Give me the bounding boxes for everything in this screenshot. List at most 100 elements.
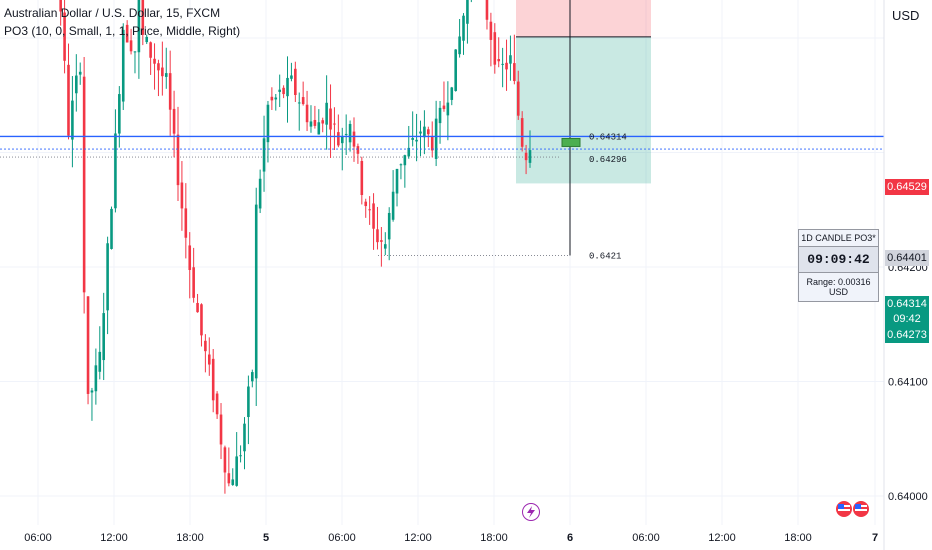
candle-up	[239, 455, 242, 457]
time-tick: 12:00	[404, 532, 432, 544]
candle-down	[305, 104, 309, 123]
candle-up	[434, 118, 438, 159]
candle-down	[204, 340, 207, 352]
time-scale-ticks[interactable]: 06:00 12:00 18:00 5 06:00 12:00 18:00 6 06:00 12:…	[24, 532, 878, 544]
candle-up	[75, 75, 78, 94]
candle-down	[270, 96, 274, 101]
candle-up	[243, 423, 246, 452]
time-tick: 7	[872, 532, 878, 544]
chart-legend: Australian Dollar / U.S. Dollar, 15, FXC…	[4, 4, 240, 40]
candle-down	[192, 267, 195, 298]
candle-down	[294, 68, 297, 95]
candle-down	[356, 146, 360, 154]
candle-up	[462, 15, 465, 41]
candle-up	[297, 102, 301, 104]
candle-down	[368, 209, 371, 211]
po3-info-panel: 1D CANDLE PO3* 09:09:42 Range: 0.00316 U…	[798, 229, 879, 302]
candle-down	[63, 12, 66, 61]
candle-down	[313, 119, 317, 126]
candle-down	[376, 229, 379, 243]
candle-up	[114, 133, 117, 209]
candle-up	[231, 479, 235, 485]
candle-up	[344, 133, 348, 135]
symbol-title[interactable]: Australian Dollar / U.S. Dollar, 15, FXC…	[4, 6, 221, 20]
candle-down	[157, 63, 160, 71]
candle-up	[325, 102, 328, 125]
candle-up	[403, 155, 407, 166]
candle-down	[82, 76, 86, 293]
candle-down	[219, 414, 223, 445]
us-flag-icon[interactable]	[836, 501, 852, 517]
candle-down	[505, 62, 508, 70]
time-tick: 5	[263, 532, 269, 544]
candle-up	[247, 386, 250, 418]
indicator-title[interactable]: PO3 (10, 0, Small, 1, 1, Price, Middle, …	[4, 24, 241, 38]
currency-label[interactable]: USD	[892, 8, 920, 23]
candle-up	[254, 204, 258, 379]
candle-up	[450, 87, 454, 100]
candle-down	[352, 131, 356, 147]
candle-up	[90, 390, 94, 393]
candle-down	[129, 40, 133, 52]
candle-down	[227, 473, 231, 484]
candle-up	[348, 123, 352, 143]
candle-down	[184, 208, 188, 238]
price-badge-high: 0.64529	[885, 179, 929, 195]
us-flag-icon[interactable]	[853, 501, 869, 517]
candle-up	[501, 63, 504, 65]
candle-down	[161, 67, 164, 77]
candle-up	[446, 102, 450, 116]
projection-upper-box	[516, 0, 651, 37]
candle-up	[458, 36, 461, 55]
candle-up	[383, 244, 387, 249]
candle-up	[106, 243, 109, 311]
time-tick: 6	[567, 532, 573, 544]
candle-up	[419, 131, 422, 134]
candle-up	[415, 139, 418, 142]
candle-up	[340, 136, 344, 144]
candle-up	[278, 89, 281, 92]
time-tick: 18:00	[176, 532, 204, 544]
lightning-icon[interactable]	[522, 503, 540, 521]
candle-down	[427, 129, 430, 135]
candle-down	[524, 152, 528, 161]
candle-up	[102, 313, 105, 361]
candle-down	[207, 354, 211, 365]
time-tick: 18:00	[784, 532, 812, 544]
candle-down	[497, 59, 501, 62]
candle-up	[98, 351, 102, 372]
candle-down	[360, 160, 364, 196]
candle-up	[71, 100, 74, 140]
candle-up	[286, 77, 289, 97]
candle-down	[86, 296, 90, 394]
projection-lower-box	[516, 36, 651, 184]
candle-up	[78, 71, 82, 75]
po3-title: 1D CANDLE PO3*	[799, 230, 878, 247]
candle-down	[67, 64, 70, 136]
candle-down	[442, 105, 446, 110]
candle-up	[290, 75, 293, 79]
candle-up	[137, 0, 141, 53]
candle-up	[395, 168, 399, 194]
time-tick: 06:00	[328, 532, 356, 544]
candle-up	[387, 212, 391, 240]
time-tick: 12:00	[100, 532, 128, 544]
candle-down	[176, 134, 180, 186]
candle-down	[59, 0, 62, 12]
candle-up	[509, 55, 512, 64]
candle-down	[333, 123, 336, 125]
candle-down	[372, 203, 375, 229]
candle-down	[172, 108, 176, 134]
candle-down	[149, 42, 152, 58]
bar-countdown-badge: 09:42	[885, 311, 929, 327]
candle-down	[430, 136, 434, 151]
candle-down	[513, 63, 516, 82]
price-tick: 0.64100	[888, 377, 928, 389]
candle-down	[223, 447, 227, 473]
candle-up	[164, 73, 168, 77]
candle-up	[407, 147, 411, 157]
candle-down	[141, 0, 145, 35]
candle-down	[153, 58, 156, 64]
